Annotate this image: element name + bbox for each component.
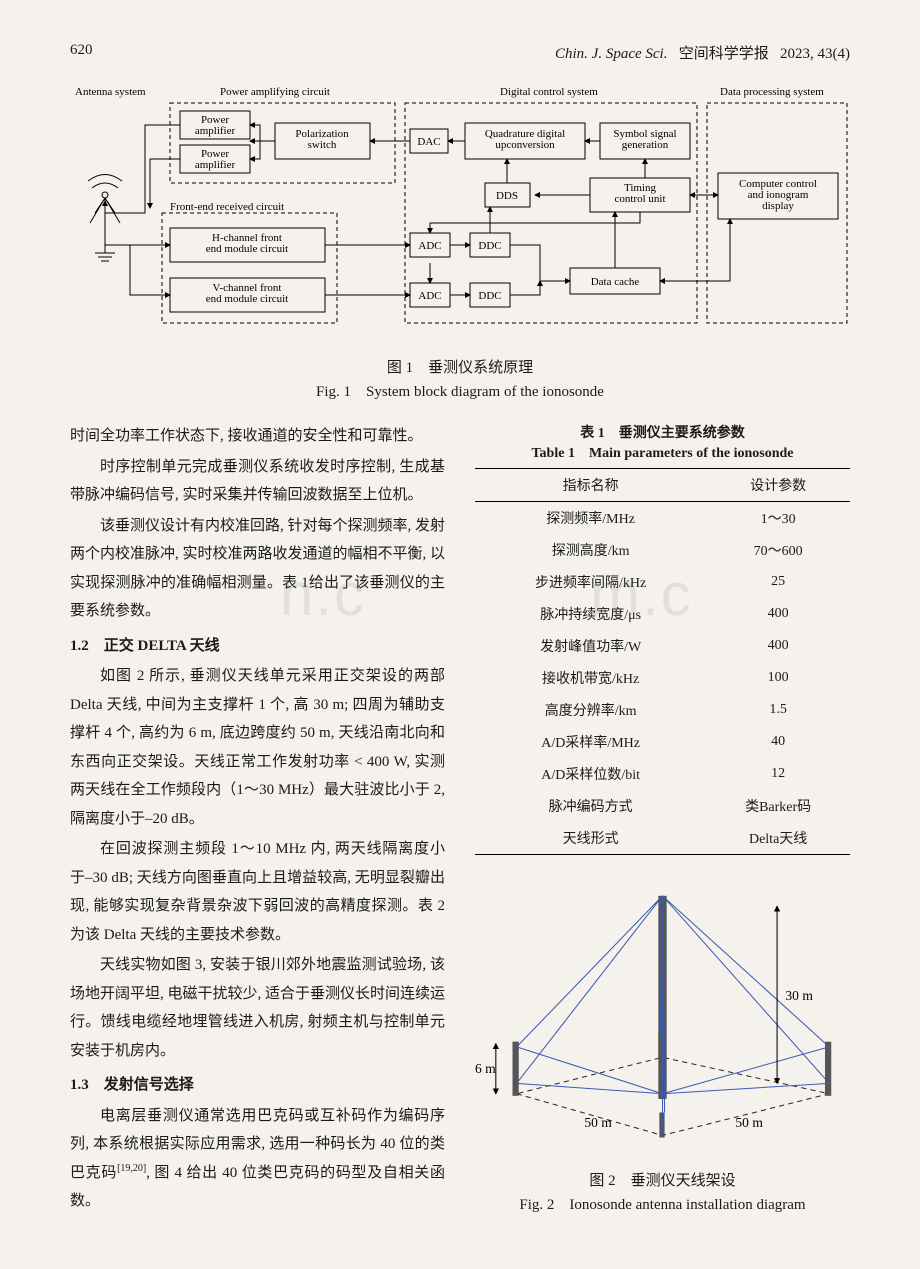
th-name: 指标名称: [475, 469, 706, 502]
antenna-icon: [88, 175, 122, 262]
label-front-end: Front-end received circuit: [170, 201, 284, 213]
page-header: 620 Chin. J. Space Sci. 空间科学学报 2023, 43(…: [70, 42, 850, 63]
fig1-block-diagram: .box { fill: none; stroke: #000; stroke-…: [70, 83, 850, 333]
para-5: 在回波探测主频段 1～10 MHz 内, 两天线隔离度小于–30 dB; 天线方…: [70, 835, 445, 949]
para-2: 时序控制单元完成垂测仪系统收发时序控制, 生成基带脉冲编码信号, 实时采集并传输…: [70, 453, 445, 510]
para-3: 该垂测仪设计有内校准回路, 针对每个探测频率, 发射两个内校准脉冲, 实时校准两…: [70, 512, 445, 626]
svg-text:Poweramplifier: Poweramplifier: [195, 148, 236, 171]
table-row: 发射峰值功率/W400: [475, 630, 850, 662]
heading-1-3: 1.3 发射信号选择: [70, 1071, 445, 1100]
svg-text:DDC: DDC: [478, 240, 501, 252]
para-7: 电离层垂测仪通常选用巴克码或互补码作为编码序列, 本系统根据实际应用需求, 选用…: [70, 1102, 445, 1216]
label-power-circuit: Power amplifying circuit: [220, 86, 330, 98]
table-row: A/D采样位数/bit12: [475, 758, 850, 790]
svg-text:ADC: ADC: [418, 240, 441, 252]
label-antenna-system: Antenna system: [75, 86, 146, 98]
right-column: 表 1 垂测仪主要系统参数 Table 1 Main parameters of…: [475, 422, 850, 1235]
table-row: 高度分辨率/km1.5: [475, 694, 850, 726]
svg-text:50 m: 50 m: [584, 1115, 612, 1130]
table-row: A/D采样率/MHz40: [475, 726, 850, 758]
para-4: 如图 2 所示, 垂测仪天线单元采用正交架设的两部 Delta 天线, 中间为主…: [70, 662, 445, 833]
para-6: 天线实物如图 3, 安装于银川郊外地震监测试验场, 该场地开阔平坦, 电磁干扰较…: [70, 951, 445, 1065]
svg-text:Symbol signalgeneration: Symbol signalgeneration: [613, 128, 676, 151]
fig2-caption: 图 2 垂测仪天线架设 Fig. 2 Ionosonde antenna ins…: [475, 1169, 850, 1217]
para-1: 时间全功率工作状态下, 接收通道的安全性和可靠性。: [70, 422, 445, 451]
svg-text:Polarizationswitch: Polarizationswitch: [295, 128, 349, 151]
table-row: 脉冲编码方式类Barker码: [475, 790, 850, 822]
page-number: 620: [70, 42, 93, 63]
table-row: 探测高度/km70～600: [475, 534, 850, 566]
svg-text:50 m: 50 m: [735, 1115, 763, 1130]
table-row: 天线形式Delta天线: [475, 822, 850, 855]
params-table: 指标名称 设计参数 探测频率/MHz1～30探测高度/km70～600步进频率间…: [475, 468, 850, 855]
left-column: 时间全功率工作状态下, 接收通道的安全性和可靠性。 时序控制单元完成垂测仪系统收…: [70, 422, 445, 1235]
svg-text:Poweramplifier: Poweramplifier: [195, 114, 236, 137]
table-row: 步进频率间隔/kHz25: [475, 566, 850, 598]
svg-text:DAC: DAC: [417, 136, 440, 148]
svg-text:DDS: DDS: [496, 190, 518, 202]
svg-text:V-channel frontend module circ: V-channel frontend module circuit: [206, 282, 288, 305]
svg-text:ADC: ADC: [418, 290, 441, 302]
svg-text:Timingcontrol unit: Timingcontrol unit: [614, 182, 665, 205]
svg-text:Data cache: Data cache: [591, 276, 640, 288]
svg-text:DDC: DDC: [478, 290, 501, 302]
svg-text:H-channel frontend module circ: H-channel frontend module circuit: [206, 232, 288, 255]
heading-1-2: 1.2 正交 DELTA 天线: [70, 632, 445, 661]
svg-text:30 m: 30 m: [785, 988, 813, 1003]
svg-text:Quadrature digitalupconversion: Quadrature digitalupconversion: [485, 128, 565, 151]
fig1-caption: 图 1 垂测仪系统原理 Fig. 1 System block diagram …: [70, 356, 850, 404]
fig2-antenna-diagram: 30 m 6 m 50 m 50 m: [475, 875, 850, 1156]
table-row: 探测频率/MHz1～30: [475, 502, 850, 535]
table-row: 接收机带宽/kHz100: [475, 662, 850, 694]
group-front-end: [162, 213, 337, 323]
group-data-processing: [707, 103, 847, 323]
th-value: 设计参数: [706, 469, 850, 502]
label-data-processing: Data processing system: [720, 86, 824, 98]
svg-text:Computer controland ionogramdi: Computer controland ionogramdisplay: [739, 178, 817, 212]
journal-info: Chin. J. Space Sci. 空间科学学报 2023, 43(4): [555, 42, 850, 63]
table-row: 脉冲持续宽度/μs400: [475, 598, 850, 630]
table-1: 表 1 垂测仪主要系统参数 Table 1 Main parameters of…: [475, 422, 850, 855]
label-digital-control: Digital control system: [500, 86, 598, 98]
svg-text:6 m: 6 m: [475, 1061, 496, 1076]
